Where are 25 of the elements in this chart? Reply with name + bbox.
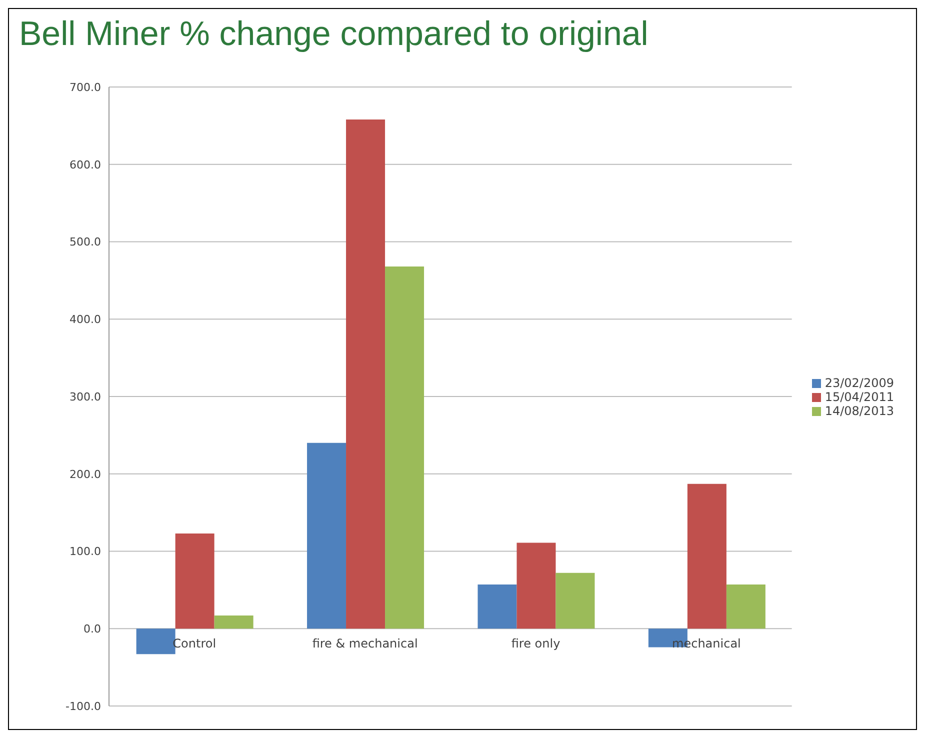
- x-tick-label: fire & mechanical: [312, 636, 418, 650]
- y-tick-label: 400.0: [70, 313, 101, 326]
- y-tick-label: 600.0: [70, 158, 101, 172]
- y-tick-label: 0.0: [84, 622, 101, 636]
- y-tick-label: -100.0: [66, 700, 101, 713]
- bar: [214, 615, 254, 629]
- legend-label: 15/04/2011: [824, 390, 894, 404]
- bar: [556, 572, 595, 629]
- bar: [516, 542, 556, 629]
- bar: [346, 120, 386, 629]
- bar: [687, 484, 726, 629]
- bar: [478, 584, 517, 629]
- bar: [175, 533, 214, 629]
- y-tick-label: 100.0: [70, 545, 101, 558]
- chart-title: Bell Miner % change compared to original: [18, 14, 650, 55]
- y-tick-label: 500.0: [70, 236, 101, 249]
- bar: [726, 584, 766, 629]
- y-tick-label: 300.0: [70, 390, 101, 404]
- bar: [307, 442, 346, 629]
- legend-label: 23/02/2009: [824, 376, 894, 390]
- y-tick-label: 200.0: [70, 468, 101, 481]
- x-tick-label: fire only: [511, 636, 560, 650]
- legend-label: 14/08/2013: [824, 404, 894, 418]
- bar: [385, 266, 424, 629]
- y-tick-label: 700.0: [70, 80, 101, 94]
